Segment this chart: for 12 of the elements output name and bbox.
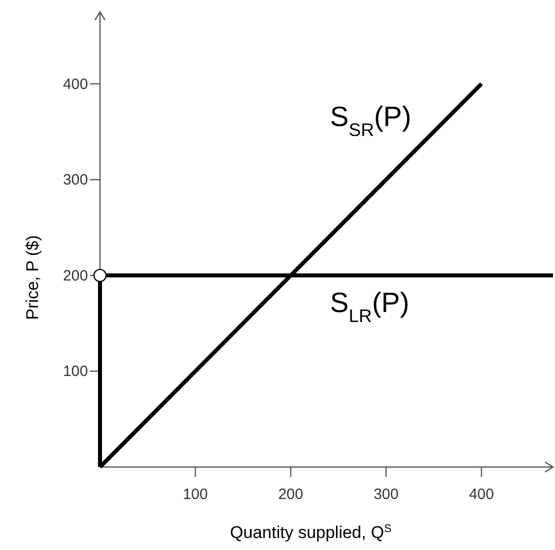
y-axis-title: Price, P ($) <box>23 235 42 320</box>
y-tick-label: 100 <box>62 363 88 380</box>
series-label: S$_{LR}$(P) <box>330 287 410 326</box>
x-tick-label: 200 <box>278 486 304 503</box>
x-axis-title: Quantity supplied, Q$^{S}$ <box>230 523 392 542</box>
y-tick-label: 300 <box>62 172 88 189</box>
x-tick-label: 300 <box>374 486 399 503</box>
y-tick-label: 400 <box>62 76 88 93</box>
series-label: S$_{SR}$(P) <box>330 101 412 140</box>
x-tick-label: 400 <box>468 486 494 503</box>
x-tick-label: 100 <box>182 486 208 503</box>
y-tick-label: 200 <box>62 267 88 284</box>
